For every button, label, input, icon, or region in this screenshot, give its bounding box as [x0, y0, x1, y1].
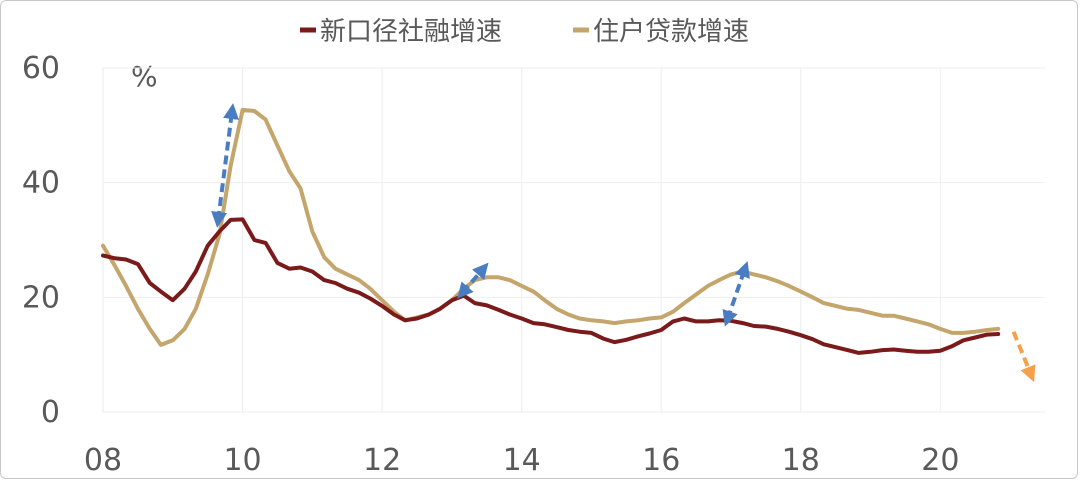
x-tick-label: 16 [642, 443, 680, 478]
legend-label-series-2: 住户贷款增速 [593, 17, 749, 47]
trend-arrow-annotation [1011, 330, 1036, 383]
series-lines [101, 107, 1001, 355]
annotations [211, 103, 1036, 383]
x-tick-label: 10 [223, 443, 261, 478]
y-tick-label: 20 [22, 280, 60, 315]
gridlines [102, 67, 1045, 413]
x-tick-label: 12 [363, 443, 401, 478]
y-tick-label: 0 [41, 395, 60, 430]
series-line-2 [101, 107, 1001, 347]
y-axis-unit-label: % [131, 60, 158, 93]
x-tick-label: 08 [84, 443, 122, 478]
y-tick-label: 40 [22, 166, 60, 201]
legend: 新口径社融增速 住户贷款增速 [300, 17, 749, 47]
series-line-1 [101, 217, 1001, 355]
x-axis-ticks: 08 10 12 14 16 18 20 [84, 443, 960, 478]
double-arrow-annotation [457, 262, 489, 299]
double-arrow-annotation [211, 103, 240, 228]
y-axis-ticks: 0 20 40 60 [22, 51, 60, 430]
x-tick-label: 20 [921, 443, 959, 478]
double-arrow-annotation [722, 261, 750, 327]
x-tick-label: 18 [782, 443, 820, 478]
y-tick-label: 60 [22, 51, 60, 86]
x-tick-label: 14 [503, 443, 541, 478]
legend-label-series-1: 新口径社融增速 [320, 17, 502, 47]
